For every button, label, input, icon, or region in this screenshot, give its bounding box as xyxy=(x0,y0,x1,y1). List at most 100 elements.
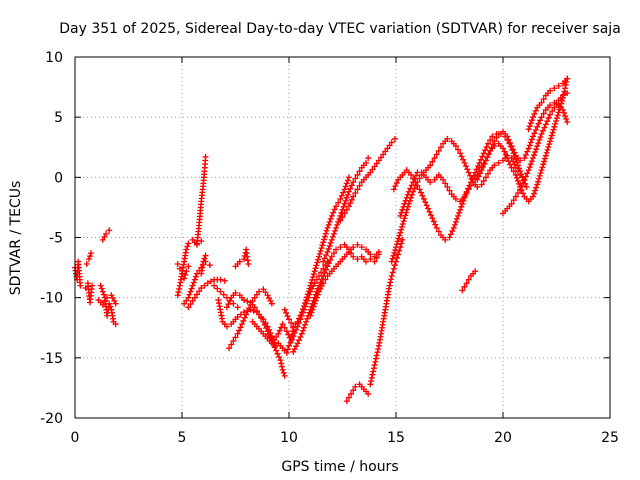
data-series-track xyxy=(228,306,280,349)
plus-marker xyxy=(241,309,248,316)
plus-marker xyxy=(342,197,349,204)
plus-marker xyxy=(333,224,340,231)
plus-marker xyxy=(277,357,284,364)
plus-marker xyxy=(382,148,389,155)
plus-marker xyxy=(303,297,310,304)
plus-marker xyxy=(535,120,542,127)
plus-marker xyxy=(106,300,113,307)
plus-marker xyxy=(303,294,310,301)
plus-marker xyxy=(323,252,330,259)
plus-marker xyxy=(521,176,528,183)
plus-marker xyxy=(99,301,106,308)
plus-marker xyxy=(88,250,95,257)
plus-marker xyxy=(417,189,424,196)
plus-marker xyxy=(537,134,544,141)
plus-marker xyxy=(223,304,230,311)
plus-marker xyxy=(204,280,211,287)
plus-marker xyxy=(547,87,554,94)
plus-marker xyxy=(320,280,327,287)
plus-marker xyxy=(542,121,549,128)
plus-marker xyxy=(535,178,542,185)
plus-marker xyxy=(380,151,387,158)
plus-marker xyxy=(317,279,324,286)
plus-marker xyxy=(275,330,282,337)
plus-marker xyxy=(98,285,105,292)
plus-marker xyxy=(343,206,350,213)
plus-marker xyxy=(500,145,506,152)
plus-marker xyxy=(423,202,430,209)
plus-marker xyxy=(512,193,519,200)
plus-marker xyxy=(510,168,517,175)
plus-marker xyxy=(429,158,436,165)
plus-marker xyxy=(400,218,407,225)
plus-marker xyxy=(502,151,509,158)
plus-marker xyxy=(508,164,515,171)
plus-marker xyxy=(345,174,352,181)
plus-marker xyxy=(536,137,543,144)
plus-marker xyxy=(97,282,104,289)
plus-marker xyxy=(298,309,305,316)
plus-marker xyxy=(354,186,361,193)
plus-marker xyxy=(442,236,449,243)
plus-marker xyxy=(540,96,547,103)
plus-marker xyxy=(435,147,442,154)
plus-marker xyxy=(538,167,545,174)
plus-marker xyxy=(337,195,344,202)
data-series-track xyxy=(82,280,96,306)
plus-marker xyxy=(429,215,436,222)
x-tick-label: 15 xyxy=(387,430,405,446)
plus-marker xyxy=(478,167,485,174)
plus-marker xyxy=(551,123,558,130)
plus-marker xyxy=(553,100,560,107)
plus-marker xyxy=(480,177,487,184)
plus-marker xyxy=(192,273,199,280)
plus-marker xyxy=(352,189,359,196)
plus-marker xyxy=(179,270,185,277)
plus-marker xyxy=(368,378,375,385)
plus-marker xyxy=(264,323,271,330)
plus-marker xyxy=(279,321,286,328)
plus-marker xyxy=(327,239,334,246)
plus-marker xyxy=(549,108,556,115)
plus-marker xyxy=(531,110,538,117)
plus-marker xyxy=(395,235,402,242)
plus-marker xyxy=(398,226,405,233)
plus-marker xyxy=(226,297,233,304)
plus-marker xyxy=(330,230,337,237)
plus-marker xyxy=(386,282,393,289)
plus-marker xyxy=(288,319,295,326)
plus-marker xyxy=(251,294,258,301)
data-marks xyxy=(72,75,571,405)
plus-marker xyxy=(354,171,361,178)
plus-marker xyxy=(548,132,555,139)
plus-marker xyxy=(458,153,465,160)
y-tick-label: -15 xyxy=(40,351,63,367)
plus-marker xyxy=(181,275,188,282)
plus-marker xyxy=(350,253,357,260)
data-series-track xyxy=(83,250,95,267)
plus-marker xyxy=(537,117,544,124)
plus-marker xyxy=(286,316,292,323)
plus-marker xyxy=(510,197,517,204)
plus-marker xyxy=(101,233,108,240)
plus-marker xyxy=(191,276,198,283)
plus-marker xyxy=(408,182,415,189)
plus-marker xyxy=(427,212,434,219)
plus-marker xyxy=(299,306,306,313)
plus-marker xyxy=(525,167,532,174)
plus-marker xyxy=(514,162,521,169)
plus-marker xyxy=(241,314,248,321)
plus-marker xyxy=(390,252,397,259)
plus-marker xyxy=(398,209,405,216)
plus-marker xyxy=(340,203,347,210)
plus-marker xyxy=(189,282,196,289)
x-tick-labels: 0 5 10 15 20 25 xyxy=(71,430,619,446)
plus-marker xyxy=(323,227,330,234)
plus-marker xyxy=(465,186,472,193)
plus-marker xyxy=(223,323,230,330)
y-tick-label: 10 xyxy=(45,50,63,66)
plus-marker xyxy=(554,112,561,119)
plus-marker xyxy=(358,244,365,251)
plus-marker xyxy=(493,134,500,141)
plus-marker xyxy=(485,151,492,158)
